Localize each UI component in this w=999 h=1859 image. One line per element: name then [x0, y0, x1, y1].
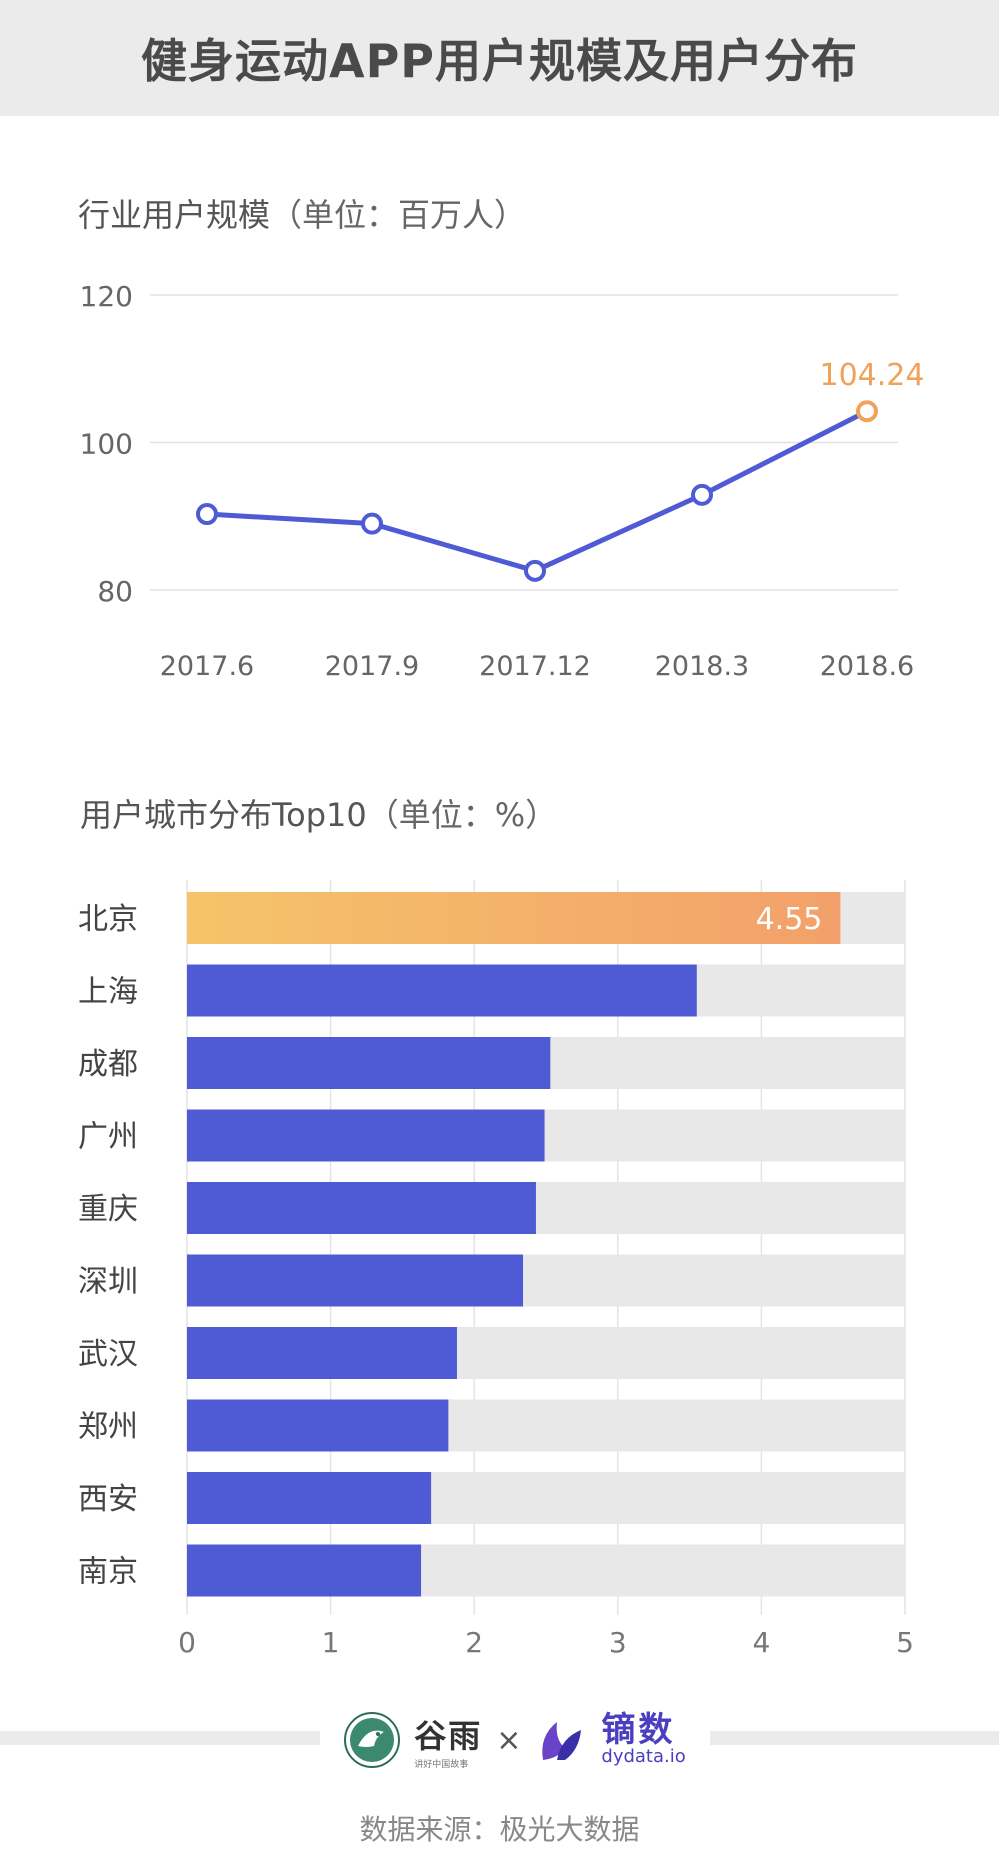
- x-tick-label: 2018.3: [655, 651, 749, 682]
- bar: [187, 1254, 524, 1307]
- y-tick-label: 80: [97, 575, 133, 608]
- y-tick-label: 100: [80, 428, 133, 461]
- logo-bar: 谷雨 讲好中国故事 × 镝数 dydata.io: [320, 1700, 710, 1780]
- logo2-sub: dydata.io: [601, 1746, 686, 1767]
- line-chart-unit: （单位：百万人）: [270, 196, 527, 234]
- category-label: 重庆: [78, 1192, 138, 1227]
- category-label: 成都: [78, 1047, 138, 1082]
- line-chart: 80 100 120 2017.6 2017.9 2017.12 2018.3 2018.6 1…: [80, 280, 925, 682]
- data-source: 数据来源：极光大数据: [359, 1813, 640, 1846]
- category-label: 武汉: [78, 1337, 138, 1372]
- logo1-name: 谷雨: [414, 1716, 483, 1755]
- data-label: 104.24: [820, 358, 925, 393]
- x-tick-label: 3: [609, 1626, 627, 1659]
- category-label: 北京: [78, 902, 138, 937]
- bar: [187, 1399, 449, 1452]
- header: 健身运动APP用户规模及用户分布: [0, 0, 999, 116]
- bar: [187, 1182, 536, 1234]
- dydata-logo-icon: [542, 1722, 582, 1760]
- bar: [187, 1544, 422, 1597]
- category-label: 南京: [78, 1555, 138, 1590]
- x-tick-label: 2018.6: [820, 651, 914, 682]
- category-label: 广州: [78, 1120, 138, 1155]
- bar: [187, 1327, 457, 1379]
- bird-logo-icon: [344, 1712, 401, 1768]
- x-tick-label: 0: [178, 1626, 196, 1659]
- bar: [187, 1037, 551, 1089]
- data-point: [691, 483, 713, 506]
- category-label: 郑州: [78, 1410, 138, 1445]
- x-tick-label: 2017.6: [160, 651, 254, 682]
- x-tick-label: 5: [896, 1626, 914, 1659]
- page-title: 健身运动APP用户规模及用户分布: [140, 34, 859, 88]
- series-line: [206, 409, 869, 574]
- value-label: 4.55: [756, 902, 823, 937]
- data-point: [524, 559, 546, 582]
- line-chart-title: 行业用户规模（单位：百万人）: [78, 190, 526, 236]
- bar-chart-title: 用户城市分布Top10（单位：%）: [80, 790, 557, 836]
- logo2-name: 镝数: [601, 1710, 676, 1750]
- x-tick-label: 1: [322, 1626, 340, 1659]
- bar: [187, 1472, 432, 1524]
- bar-chart-unit: （单位：%）: [366, 796, 558, 834]
- bar: [187, 1109, 545, 1162]
- bar: [187, 964, 697, 1017]
- bar-chart-title-text: 用户城市分布Top10: [80, 796, 367, 834]
- x-tick-label: 2017.9: [325, 651, 419, 682]
- line-chart-title-text: 行业用户规模: [78, 196, 271, 234]
- data-point: [856, 400, 878, 423]
- data-point: [196, 503, 218, 526]
- x-tick-label: 2: [465, 1626, 483, 1659]
- x-tick-label: 2017.12: [479, 651, 591, 682]
- x-tick-label: 4: [752, 1626, 770, 1659]
- logo1-text: 谷雨 讲好中国故事: [414, 1711, 482, 1770]
- y-tick-label: 120: [80, 280, 133, 313]
- category-label: 深圳: [78, 1265, 138, 1300]
- logo1-sub: 讲好中国故事: [414, 1759, 469, 1770]
- category-label: 西安: [78, 1482, 138, 1517]
- logo2-text: 镝数 dydata.io: [601, 1713, 685, 1767]
- data-point: [361, 512, 383, 535]
- bar: [187, 892, 841, 944]
- category-label: 上海: [78, 975, 138, 1010]
- times-sign: ×: [496, 1722, 522, 1758]
